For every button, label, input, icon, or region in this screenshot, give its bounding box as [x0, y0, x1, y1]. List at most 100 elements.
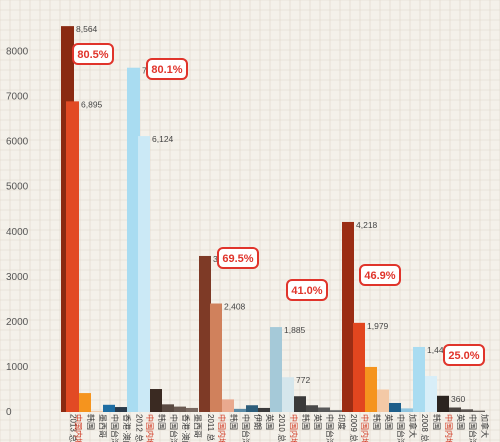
badge-box — [146, 58, 188, 80]
value-label: 772 — [296, 375, 310, 385]
badge-text: 80.1% — [151, 64, 182, 76]
badge-text: 25.0% — [448, 350, 479, 362]
x-label: 墨西哥 — [98, 414, 107, 438]
y-tick-label: 4000 — [6, 227, 29, 238]
x-label: 中国台湾 — [325, 414, 335, 442]
bar — [210, 303, 222, 412]
bar — [199, 255, 211, 412]
bars — [61, 26, 485, 413]
bar — [318, 407, 330, 412]
y-tick-label: 6000 — [6, 137, 29, 148]
x-label: 中国内地 — [289, 414, 299, 442]
badge-text: 80.5% — [77, 49, 108, 61]
percentage-badge: 69.5% — [217, 247, 259, 269]
bar — [79, 393, 91, 412]
y-tick-label: 1000 — [6, 362, 29, 373]
x-label: 2009 总 — [349, 414, 359, 442]
badge-text: 46.9% — [364, 270, 395, 282]
bar — [186, 407, 198, 412]
x-label: 中国台湾 — [468, 414, 478, 442]
value-label: 6,124 — [152, 134, 174, 144]
bar — [282, 377, 294, 412]
percentage-badges: 80.5% 80.1% 69.5% 41.0% 46.9% 25.0% — [72, 43, 485, 366]
x-label: 伊朗 — [253, 414, 263, 430]
x-label: 韩国 — [157, 414, 167, 430]
badge-box — [286, 279, 328, 301]
bar — [389, 402, 401, 412]
value-label: 1,885 — [284, 325, 306, 335]
percentage-badge: 80.1% — [146, 58, 188, 80]
bar — [461, 409, 473, 412]
x-label: 中国内地 — [444, 414, 454, 442]
x-label: 中国内地 — [217, 414, 227, 442]
value-label: 1,443 — [427, 345, 449, 355]
x-label: 中国台湾 — [241, 414, 251, 442]
bar — [330, 410, 342, 412]
x-label: 英国 — [384, 414, 394, 430]
x-labels: 2013 总中国内地 韩国 墨西哥 中国台湾 香港·澳门 2012 总中国内地 韩国 中国台湾… — [69, 414, 491, 442]
x-label: 加拿大 — [408, 414, 418, 438]
bar — [222, 399, 234, 412]
y-tick-label: 8000 — [6, 47, 29, 58]
percentage-badge: 80.5% — [72, 43, 114, 65]
bar — [174, 406, 186, 412]
y-tick-label: 5000 — [6, 182, 29, 193]
x-label: 印度 — [337, 414, 347, 430]
value-label: 6,895 — [81, 99, 103, 109]
bar — [449, 407, 461, 412]
bar — [413, 346, 425, 412]
bar — [150, 389, 162, 412]
bar — [246, 405, 258, 412]
badge-text: 69.5% — [222, 253, 253, 265]
x-label: 英国 — [313, 414, 323, 430]
bar — [437, 395, 449, 412]
y-tick-label: 7000 — [6, 92, 29, 103]
y-axis: 0 1000 2000 3000 4000 5000 6000 7000 8000 — [6, 47, 29, 418]
x-label: 英国 — [456, 414, 466, 430]
bar — [258, 407, 270, 412]
x-label: 2013 总 — [69, 414, 79, 442]
x-label: 香港·澳门 — [181, 414, 191, 442]
percentage-badge: 41.0% — [286, 279, 328, 301]
bar — [115, 407, 127, 412]
bar — [66, 101, 79, 412]
bar — [306, 405, 318, 412]
bar — [162, 404, 174, 412]
bar — [473, 410, 485, 412]
badge-box — [72, 43, 114, 65]
x-label: 中国台湾 — [110, 414, 120, 442]
x-label: 中国内地 — [145, 414, 155, 442]
bar — [270, 327, 282, 412]
value-label: 8,564 — [76, 24, 98, 34]
value-label: 4,218 — [356, 220, 378, 230]
x-label: 2010 总 — [277, 414, 287, 442]
bar — [138, 136, 150, 412]
percentage-badge: 25.0% — [443, 344, 485, 366]
bar — [234, 408, 246, 412]
badge-box — [443, 344, 485, 366]
x-label: 2012 总 — [135, 414, 145, 442]
bar — [365, 366, 377, 412]
badge-text: 41.0% — [291, 285, 322, 297]
bar — [401, 408, 413, 412]
value-label: 2,408 — [224, 302, 246, 312]
y-tick-label: 3000 — [6, 272, 29, 283]
bar — [127, 67, 140, 413]
bar — [91, 411, 103, 412]
x-label: 2008 总 — [420, 414, 430, 442]
bar — [353, 322, 365, 412]
x-label: 中国内地 — [360, 414, 370, 442]
percentage-badge: 46.9% — [359, 264, 401, 286]
y-tick-label: 0 — [6, 407, 12, 418]
x-label: 中国台湾 — [396, 414, 406, 442]
x-label: 韩国 — [86, 414, 96, 430]
x-label: 2011 总 — [206, 414, 216, 441]
x-label: 加拿大 — [480, 414, 490, 438]
x-label: 韩国 — [229, 414, 239, 430]
y-tick-label: 2000 — [6, 317, 29, 328]
bar — [425, 375, 437, 412]
badge-box — [359, 264, 401, 286]
value-label: 360 — [451, 394, 465, 404]
bar — [103, 404, 115, 412]
